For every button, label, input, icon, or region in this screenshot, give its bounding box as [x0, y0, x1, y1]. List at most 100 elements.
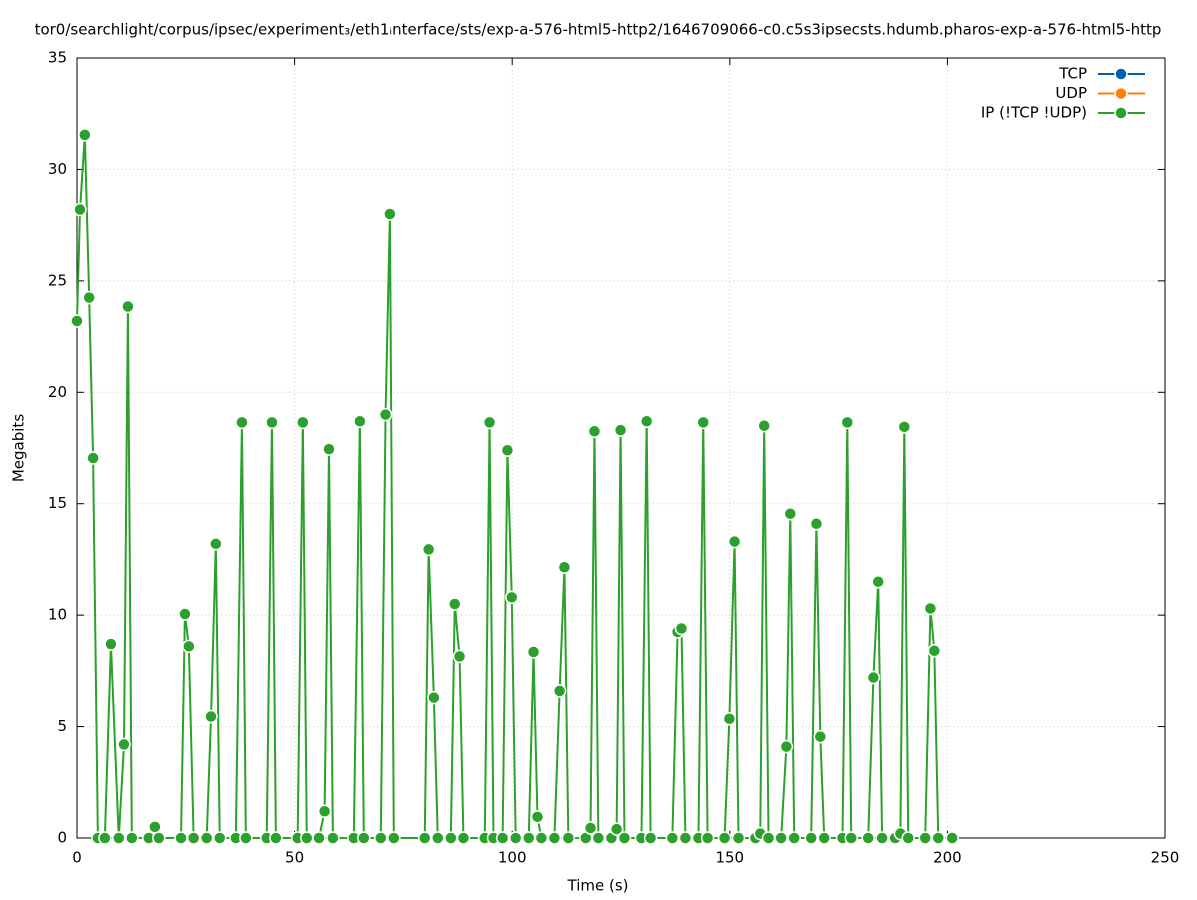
data-point [844, 831, 858, 845]
data-point [148, 820, 162, 834]
data-point [534, 831, 549, 845]
data-point [817, 831, 831, 845]
data-point [417, 831, 432, 845]
y-tick-label: 35 [48, 49, 67, 67]
y-tick-label: 10 [48, 606, 67, 624]
data-point [387, 831, 401, 845]
data-point [70, 314, 84, 328]
data-point [444, 831, 458, 845]
data-point [456, 831, 471, 845]
data-point [547, 831, 562, 845]
y-tick-label: 15 [48, 494, 67, 512]
data-point [727, 534, 742, 549]
y-axis-label: Megabits [10, 414, 28, 482]
data-point [809, 517, 824, 531]
data-point [186, 831, 201, 845]
data-point [117, 737, 131, 752]
data-point [783, 506, 798, 521]
data-point [378, 407, 393, 422]
data-point [552, 684, 567, 698]
data-point [774, 831, 788, 845]
data-point [757, 418, 771, 433]
data-point [296, 415, 310, 430]
data-point [583, 821, 598, 835]
data-point [779, 739, 794, 754]
data-point [152, 831, 166, 845]
x-tick-label: 100 [498, 849, 527, 867]
data-point [804, 831, 818, 845]
data-point [665, 831, 680, 845]
y-tick-label: 5 [57, 717, 67, 735]
data-point [678, 831, 693, 845]
data-point [500, 443, 515, 457]
data-point [717, 831, 732, 845]
data-point [383, 207, 397, 221]
data-point [927, 644, 942, 658]
data-point [482, 415, 497, 430]
legend-label: UDP [1055, 84, 1087, 102]
data-point [112, 831, 126, 845]
data-point [431, 831, 445, 845]
data-point [322, 442, 336, 456]
data-point [945, 831, 959, 845]
data-point [300, 831, 314, 845]
data-point [901, 831, 915, 845]
data-point [78, 128, 92, 142]
data-point [696, 415, 711, 430]
legend-marker [1114, 67, 1128, 81]
data-point [591, 831, 606, 845]
data-point [609, 822, 624, 836]
data-point [495, 831, 510, 845]
data-point [643, 831, 658, 845]
data-point [104, 637, 118, 651]
data-point [587, 424, 602, 439]
data-point [182, 639, 196, 654]
data-point [73, 202, 87, 217]
data-point [731, 831, 746, 845]
data-point [174, 831, 188, 845]
data-point [617, 831, 632, 845]
x-tick-label: 250 [1151, 849, 1180, 867]
data-point [86, 451, 100, 465]
data-point [526, 645, 541, 659]
y-tick-label: 20 [48, 383, 67, 401]
legend-marker [1114, 106, 1128, 120]
legend-label: TCP [1058, 65, 1087, 83]
data-point [374, 831, 388, 845]
data-point [235, 415, 249, 430]
data-point [421, 542, 436, 557]
data-point [875, 831, 889, 845]
x-tick-label: 150 [715, 849, 744, 867]
data-point [871, 574, 885, 589]
data-point [866, 670, 881, 685]
legend-label: IP (!TCP !UDP) [981, 104, 1087, 122]
data-point [326, 831, 340, 845]
chart-title: tor0/searchlight/corpus/ipsec/experiment… [35, 21, 1162, 39]
data-point [265, 415, 279, 430]
data-point [813, 729, 828, 744]
data-point [312, 831, 326, 845]
y-tick-label: 25 [48, 271, 67, 289]
data-point [212, 831, 227, 845]
data-point [897, 420, 912, 434]
y-tick-label: 30 [48, 160, 67, 178]
data-point [508, 831, 523, 845]
data-point [613, 423, 628, 437]
data-point [82, 290, 96, 305]
legend-marker [1114, 86, 1128, 101]
data-point [521, 831, 536, 845]
data-point [700, 831, 715, 845]
data-point [931, 831, 946, 845]
data-point [761, 831, 776, 845]
data-point [427, 690, 441, 705]
data-point [452, 649, 467, 664]
x-tick-label: 0 [72, 849, 82, 867]
x-tick-label: 50 [285, 849, 304, 867]
data-point [448, 597, 462, 611]
data-point [505, 590, 519, 605]
data-point [639, 414, 654, 429]
data-point [557, 560, 572, 574]
data-point [98, 831, 112, 845]
